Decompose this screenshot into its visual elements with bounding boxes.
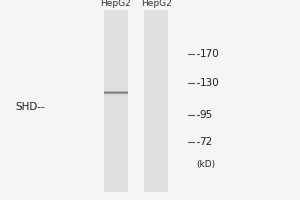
- Text: 72: 72: [200, 137, 213, 147]
- Bar: [103, 92, 127, 93]
- Bar: [103, 94, 127, 95]
- Text: 95: 95: [200, 110, 213, 120]
- Bar: [103, 10, 127, 192]
- Bar: [103, 95, 127, 96]
- Text: 170: 170: [200, 49, 219, 59]
- Text: (kD): (kD): [196, 160, 216, 168]
- Bar: [103, 91, 127, 92]
- Bar: [103, 90, 127, 91]
- Bar: [103, 91, 127, 92]
- Text: 130: 130: [200, 78, 219, 88]
- Text: SHD--: SHD--: [15, 102, 45, 112]
- Bar: [103, 90, 127, 91]
- Bar: [103, 93, 127, 94]
- Text: HepG2: HepG2: [100, 0, 131, 8]
- Text: HepG2: HepG2: [141, 0, 171, 8]
- Bar: [103, 92, 127, 93]
- Bar: [144, 10, 168, 192]
